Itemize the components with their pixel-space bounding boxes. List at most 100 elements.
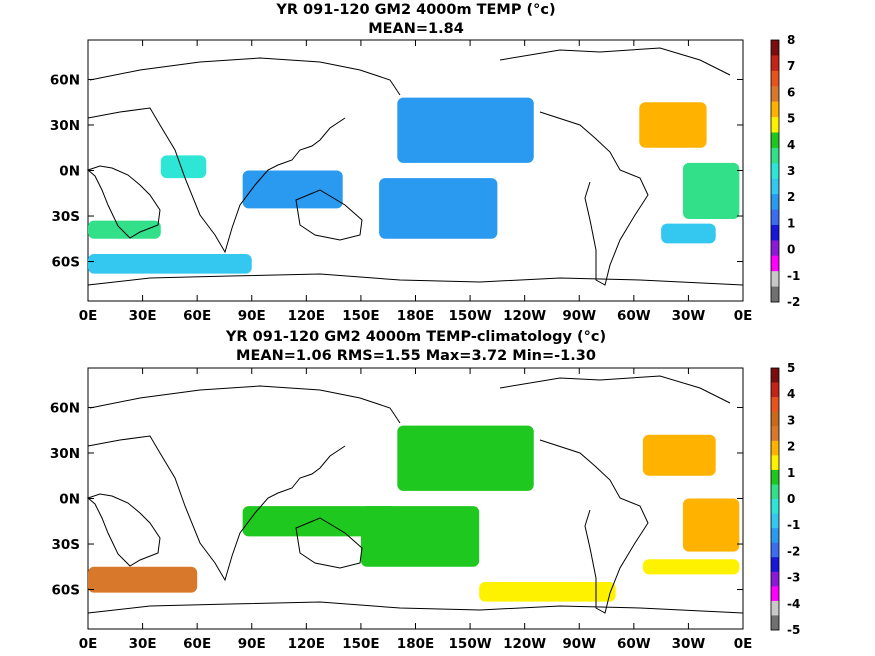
colorbar-label: -5: [787, 623, 800, 637]
colorbar-swatch: [771, 484, 779, 500]
x-tick-label: 120W: [503, 308, 546, 324]
colorbar-swatch: [771, 615, 779, 631]
panel-2: YR 091-120 GM2 4000m TEMP-climatology (°…: [50, 329, 800, 652]
colorbar-swatch: [771, 513, 779, 529]
x-tick-label: 150W: [449, 636, 492, 652]
x-tick-label: 150E: [342, 308, 379, 324]
panel-2-subtitle: MEAN=1.06 RMS=1.55 Max=3.72 Min=-1.30: [236, 348, 596, 364]
data-region-6: [661, 223, 716, 244]
colorbar-label: 4: [787, 138, 795, 152]
panel-1-title: YR 091-120 GM2 4000m TEMP (°c): [275, 2, 555, 18]
colorbar-label: 3: [787, 413, 795, 427]
x-tick-label: 30E: [129, 636, 157, 652]
data-region-6: [642, 559, 740, 575]
y-tick-label: 60N: [50, 72, 80, 88]
colorbar-swatch: [771, 382, 779, 398]
x-tick-label: 30W: [672, 636, 706, 652]
panel-1-colorbar: 8 7 6 5 4 3 2 1 0 -1 -2: [770, 33, 800, 309]
colorbar-swatch: [771, 224, 779, 241]
colorbar-label: -1: [787, 518, 800, 532]
x-tick-label: 120E: [288, 636, 325, 652]
colorbar-swatch: [771, 411, 779, 427]
colorbar-swatch: [771, 117, 779, 133]
colorbar-swatch: [771, 55, 779, 72]
colorbar-swatch: [771, 469, 779, 485]
colorbar-label: 0: [787, 243, 795, 257]
x-tick-label: 60W: [617, 308, 651, 324]
colorbar-swatch: [771, 40, 779, 56]
panel-1-coastlines: [87, 47, 744, 286]
data-region-0: [397, 97, 534, 163]
x-tick-label: 0E: [79, 636, 98, 652]
colorbar-label: -2: [787, 295, 800, 309]
panel-1-subtitle: MEAN=1.84: [368, 21, 464, 37]
colorbar-label: 8: [787, 33, 795, 47]
colorbar-label: -1: [787, 269, 800, 283]
colorbar-swatch: [771, 368, 779, 383]
colorbar-label: 1: [787, 216, 795, 230]
colorbar-frame: [770, 367, 780, 631]
y-tick-label: 30N: [50, 446, 80, 462]
colorbar-swatch: [771, 178, 779, 195]
x-tick-label: 0E: [734, 636, 753, 652]
y-tick-label: 30S: [51, 209, 80, 225]
x-tick-label: 90E: [238, 636, 266, 652]
panel-2-y-axis: 60N 30N 0N 30S 60S: [50, 400, 743, 599]
x-tick-label: 150E: [342, 636, 379, 652]
colorbar-label: 2: [787, 190, 795, 204]
x-tick-label: 120E: [288, 308, 325, 324]
x-tick-label: 150W: [449, 308, 492, 324]
colorbar-swatch: [771, 426, 779, 442]
panel-1: YR 091-120 GM2 4000m TEMP (°c) MEAN=1.84…: [50, 2, 800, 324]
x-tick-label: 180E: [397, 636, 434, 652]
y-tick-label: 60S: [51, 583, 80, 599]
x-tick-label: 60E: [183, 636, 211, 652]
colorbar-swatch: [771, 86, 779, 102]
y-tick-label: 60N: [50, 400, 80, 416]
colorbar-swatch: [771, 528, 779, 543]
colorbar-swatch: [771, 455, 779, 471]
colorbar-swatch: [771, 499, 779, 514]
colorbar-label: 6: [787, 85, 795, 99]
data-region-2: [242, 506, 398, 537]
colorbar-swatch: [771, 132, 779, 149]
x-tick-label: 0E: [734, 308, 753, 324]
y-tick-label: 0N: [59, 164, 80, 180]
colorbar-swatch: [771, 240, 779, 257]
data-region-1: [379, 178, 498, 239]
colorbar-label: 5: [787, 112, 795, 126]
panel-2-title: YR 091-120 GM2 4000m TEMP-climatology (°…: [225, 329, 606, 345]
x-tick-label: 90W: [562, 308, 596, 324]
data-region-8: [160, 155, 207, 179]
colorbar-label: 4: [787, 387, 795, 401]
colorbar-label: 5: [787, 361, 795, 375]
data-region-5: [88, 566, 198, 593]
colorbar-label: -2: [787, 544, 800, 558]
y-tick-label: 0N: [59, 492, 80, 508]
x-tick-label: 90E: [238, 308, 266, 324]
colorbar-swatch: [771, 440, 779, 456]
colorbar-swatch: [771, 600, 779, 616]
data-region-7: [682, 498, 740, 552]
panel-1-map: [87, 39, 744, 302]
colorbar-swatch: [771, 542, 779, 558]
colorbar-label: 1: [787, 466, 795, 480]
colorbar-swatch: [771, 163, 779, 180]
colorbar-swatch: [771, 255, 779, 272]
colorbar-label: 7: [787, 59, 795, 73]
colorbar-swatch: [771, 271, 779, 287]
colorbar-swatch: [771, 557, 779, 573]
data-region-2: [242, 170, 343, 209]
data-region-3: [88, 253, 252, 274]
panel-2-x-axis: 0E 30E 60E 90E 120E 150E 180E 150W 120W 90W 60W 30W…: [79, 368, 753, 652]
colorbar-label: -3: [787, 571, 800, 585]
colorbar-swatch: [771, 70, 779, 87]
colorbar-label: 2: [787, 440, 795, 454]
colorbar-swatch: [771, 209, 779, 226]
data-region-0: [397, 425, 534, 491]
data-region-7: [88, 220, 161, 239]
x-tick-label: 60E: [183, 308, 211, 324]
y-tick-label: 30N: [50, 118, 80, 134]
panel-2-coastlines: [87, 375, 744, 614]
